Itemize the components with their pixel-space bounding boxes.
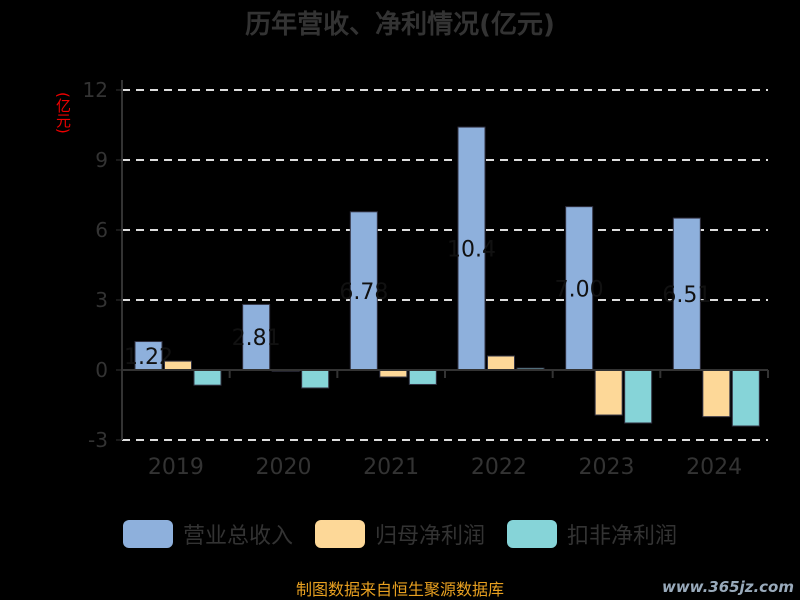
bar-net-profit (702, 369, 731, 418)
data-label: 7.00 (555, 277, 604, 302)
legend-swatch (314, 520, 365, 548)
x-tick-label: 2022 (471, 455, 527, 480)
data-label: 6.51 (662, 283, 711, 308)
legend-label: 营业总收入 (182, 524, 293, 549)
legend-item-net-profit[interactable]: 归母净利润 (314, 518, 485, 550)
legend-label: 归母净利润 (374, 524, 485, 549)
source-note: 制图数据来自恒生聚源数据库 (295, 580, 504, 599)
bar-deducted-profit (624, 369, 653, 424)
data-label: 6.78 (339, 280, 388, 305)
bar-deducted-profit (301, 369, 330, 389)
legend-swatch (507, 520, 557, 548)
y-tick-label: 6 (95, 218, 108, 242)
bar-revenue (349, 211, 378, 371)
x-tick-label: 2023 (579, 455, 635, 480)
y-tick-label: -3 (88, 428, 108, 452)
legend-item-revenue[interactable]: 营业总收入 (122, 518, 293, 550)
bar-net-profit (164, 360, 192, 371)
bar-net-profit (594, 369, 623, 416)
y-axis-unit: (亿元) (54, 92, 72, 134)
chart-title: 历年营收、净利情况(亿元) (245, 10, 555, 40)
legend: 营业总收入 归母净利润 扣非净利润 (0, 518, 800, 550)
data-label: 10.4 (447, 238, 496, 263)
x-tick-label: 2024 (686, 455, 742, 480)
legend-swatch (122, 520, 173, 548)
bar-net-profit (487, 355, 515, 371)
bar-deducted-profit (193, 369, 222, 386)
x-tick-label: 2021 (363, 455, 419, 480)
y-tick-label: 3 (95, 288, 108, 312)
bar-revenue (672, 217, 701, 371)
watermark: www.365jz.com (661, 578, 794, 596)
x-tick-label: 2019 (148, 455, 204, 480)
legend-item-deducted-profit[interactable]: 扣非净利润 (507, 518, 677, 550)
bar-revenue (242, 303, 271, 371)
bar-deducted-profit (731, 369, 760, 427)
x-tick-label: 2020 (256, 455, 312, 480)
legend-label: 扣非净利润 (567, 524, 678, 549)
bar-deducted-profit (408, 369, 437, 385)
y-tick-label: 12 (83, 78, 108, 102)
y-tick-label: 0 (95, 358, 108, 382)
bar-revenue (565, 206, 594, 371)
data-label: 2.81 (232, 326, 281, 351)
y-tick-label: 9 (95, 148, 108, 172)
bar-net-profit (379, 369, 408, 378)
